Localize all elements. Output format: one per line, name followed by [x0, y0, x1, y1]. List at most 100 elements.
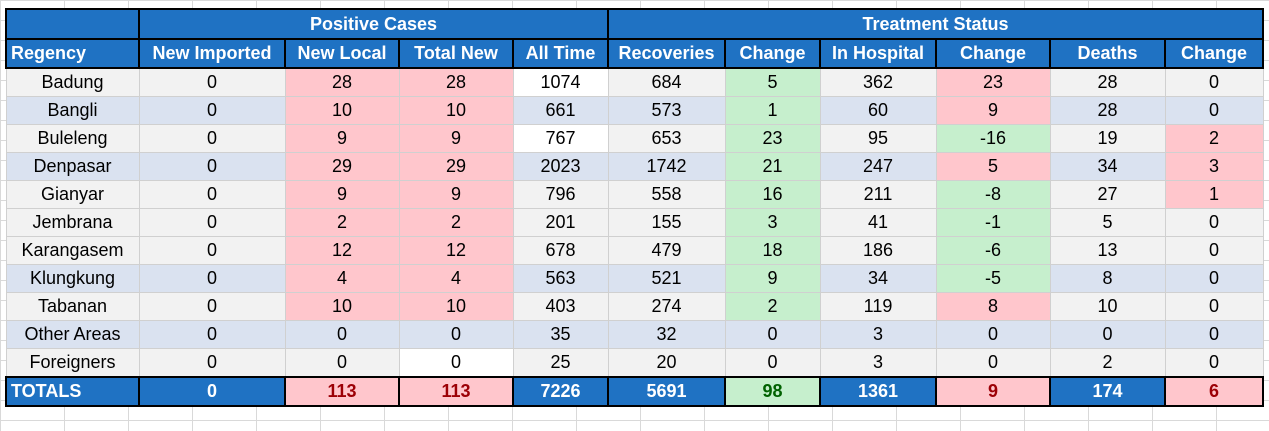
- cell-in-hospital[interactable]: 119: [819, 292, 937, 321]
- cell-hospital-change[interactable]: 8: [935, 292, 1051, 321]
- cell-deaths[interactable]: 13: [1049, 236, 1166, 265]
- cell-in-hospital[interactable]: 3: [819, 320, 937, 349]
- cell-recoveries-change[interactable]: 1: [724, 96, 821, 125]
- cell-in-hospital[interactable]: 95: [819, 124, 937, 153]
- col-header-recoveries[interactable]: Recoveries: [607, 38, 727, 69]
- cell-recoveries[interactable]: 479: [607, 236, 726, 265]
- cell-all-time[interactable]: 201: [512, 208, 609, 237]
- cell-all-time[interactable]: 678: [512, 236, 609, 265]
- cell-recoveries[interactable]: 274: [607, 292, 726, 321]
- cell-in-hospital[interactable]: 60: [819, 96, 937, 125]
- cell-recoveries[interactable]: 573: [607, 96, 726, 125]
- cell-new-imported[interactable]: 0: [138, 320, 286, 349]
- cell-total-new[interactable]: 0: [398, 348, 514, 378]
- cell-recoveries-change[interactable]: 2: [724, 292, 821, 321]
- cell-deaths[interactable]: 28: [1049, 96, 1166, 125]
- group-header-treatment-status[interactable]: Treatment Status: [607, 8, 1265, 40]
- cell-all-time[interactable]: 2023: [512, 152, 609, 181]
- totals-new-local[interactable]: 113: [284, 376, 400, 407]
- cell-hospital-change[interactable]: 0: [935, 348, 1051, 378]
- cell-recoveries-change[interactable]: 9: [724, 264, 821, 293]
- totals-hospital-change[interactable]: 9: [935, 376, 1052, 407]
- cell-deaths[interactable]: 5: [1049, 208, 1166, 237]
- cell-deaths-change[interactable]: 0: [1164, 67, 1264, 97]
- cell-recoveries-change[interactable]: 21: [724, 152, 821, 181]
- cell-new-local[interactable]: 10: [284, 292, 400, 321]
- cell-new-local[interactable]: 10: [284, 96, 400, 125]
- totals-deaths[interactable]: 174: [1049, 376, 1167, 407]
- cell-hospital-change[interactable]: -5: [935, 264, 1051, 293]
- cell-in-hospital[interactable]: 362: [819, 67, 937, 97]
- cell-all-time[interactable]: 563: [512, 264, 609, 293]
- cell-recoveries[interactable]: 155: [607, 208, 726, 237]
- totals-new-imported[interactable]: 0: [138, 376, 286, 407]
- cell-hospital-change[interactable]: -16: [935, 124, 1051, 153]
- cell-new-imported[interactable]: 0: [138, 264, 286, 293]
- col-header-deaths-change[interactable]: Change: [1164, 38, 1265, 69]
- cell-regency[interactable]: Other Areas: [5, 320, 140, 349]
- cell-new-imported[interactable]: 0: [138, 348, 286, 378]
- cell-recoveries[interactable]: 20: [607, 348, 726, 378]
- cell-in-hospital[interactable]: 211: [819, 180, 937, 209]
- cell-total-new[interactable]: 2: [398, 208, 514, 237]
- cell-all-time[interactable]: 35: [512, 320, 609, 349]
- cell-deaths[interactable]: 28: [1049, 67, 1166, 97]
- totals-recoveries[interactable]: 5691: [607, 376, 727, 407]
- cell-new-local[interactable]: 29: [284, 152, 400, 181]
- cell-hospital-change[interactable]: -8: [935, 180, 1051, 209]
- cell-deaths-change[interactable]: 0: [1164, 96, 1264, 125]
- totals-deaths-change[interactable]: 6: [1164, 376, 1265, 407]
- cell-hospital-change[interactable]: 23: [935, 67, 1051, 97]
- cell-regency[interactable]: Denpasar: [5, 152, 140, 181]
- cell-deaths-change[interactable]: 1: [1164, 180, 1264, 209]
- cell-all-time[interactable]: 767: [512, 124, 609, 153]
- cell-regency[interactable]: Jembrana: [5, 208, 140, 237]
- cell-new-local[interactable]: 12: [284, 236, 400, 265]
- cell-recoveries-change[interactable]: 0: [724, 320, 821, 349]
- cell-deaths-change[interactable]: 0: [1164, 348, 1264, 378]
- cell-deaths[interactable]: 10: [1049, 292, 1166, 321]
- cell-hospital-change[interactable]: 0: [935, 320, 1051, 349]
- cell-recoveries[interactable]: 558: [607, 180, 726, 209]
- cell-new-local[interactable]: 4: [284, 264, 400, 293]
- cell-deaths-change[interactable]: 3: [1164, 152, 1264, 181]
- cell-recoveries-change[interactable]: 23: [724, 124, 821, 153]
- totals-recoveries-change[interactable]: 98: [724, 376, 822, 407]
- cell-new-local[interactable]: 0: [284, 320, 400, 349]
- cell-new-imported[interactable]: 0: [138, 180, 286, 209]
- cell-total-new[interactable]: 10: [398, 96, 514, 125]
- col-header-in-hospital[interactable]: In Hospital: [819, 38, 938, 69]
- cell-total-new[interactable]: 9: [398, 124, 514, 153]
- cell-all-time[interactable]: 25: [512, 348, 609, 378]
- cell-recoveries[interactable]: 684: [607, 67, 726, 97]
- totals-all-time[interactable]: 7226: [511, 376, 610, 407]
- cell-in-hospital[interactable]: 34: [819, 264, 937, 293]
- cell-all-time[interactable]: 1074: [512, 67, 609, 97]
- cell-deaths[interactable]: 19: [1049, 124, 1166, 153]
- cell-deaths[interactable]: 34: [1049, 152, 1166, 181]
- col-header-new-local[interactable]: New Local: [284, 38, 400, 69]
- cell-recoveries-change[interactable]: 3: [724, 208, 821, 237]
- cell-deaths[interactable]: 2: [1049, 348, 1166, 378]
- cell-recoveries-change[interactable]: 18: [724, 236, 821, 265]
- cell-total-new[interactable]: 10: [398, 292, 514, 321]
- cell-regency[interactable]: Karangasem: [5, 236, 140, 265]
- col-header-regency[interactable]: Regency: [5, 38, 140, 69]
- cell-regency[interactable]: Klungkung: [5, 264, 140, 293]
- cell-new-local[interactable]: 9: [284, 124, 400, 153]
- cell-deaths-change[interactable]: 0: [1164, 292, 1264, 321]
- cell-new-local[interactable]: 0: [284, 348, 400, 378]
- cell-regency[interactable]: Tabanan: [5, 292, 140, 321]
- cell-deaths[interactable]: 8: [1049, 264, 1166, 293]
- col-header-all-time[interactable]: All Time: [511, 38, 610, 69]
- cell-recoveries-change[interactable]: 16: [724, 180, 821, 209]
- cell-recoveries[interactable]: 1742: [607, 152, 726, 181]
- cell-recoveries[interactable]: 32: [607, 320, 726, 349]
- cell-total-new[interactable]: 28: [398, 67, 514, 97]
- cell-regency[interactable]: Gianyar: [5, 180, 140, 209]
- cell-new-imported[interactable]: 0: [138, 292, 286, 321]
- cell-new-imported[interactable]: 0: [138, 67, 286, 97]
- cell-deaths[interactable]: 27: [1049, 180, 1166, 209]
- cell-hospital-change[interactable]: -6: [935, 236, 1051, 265]
- cell-new-local[interactable]: 2: [284, 208, 400, 237]
